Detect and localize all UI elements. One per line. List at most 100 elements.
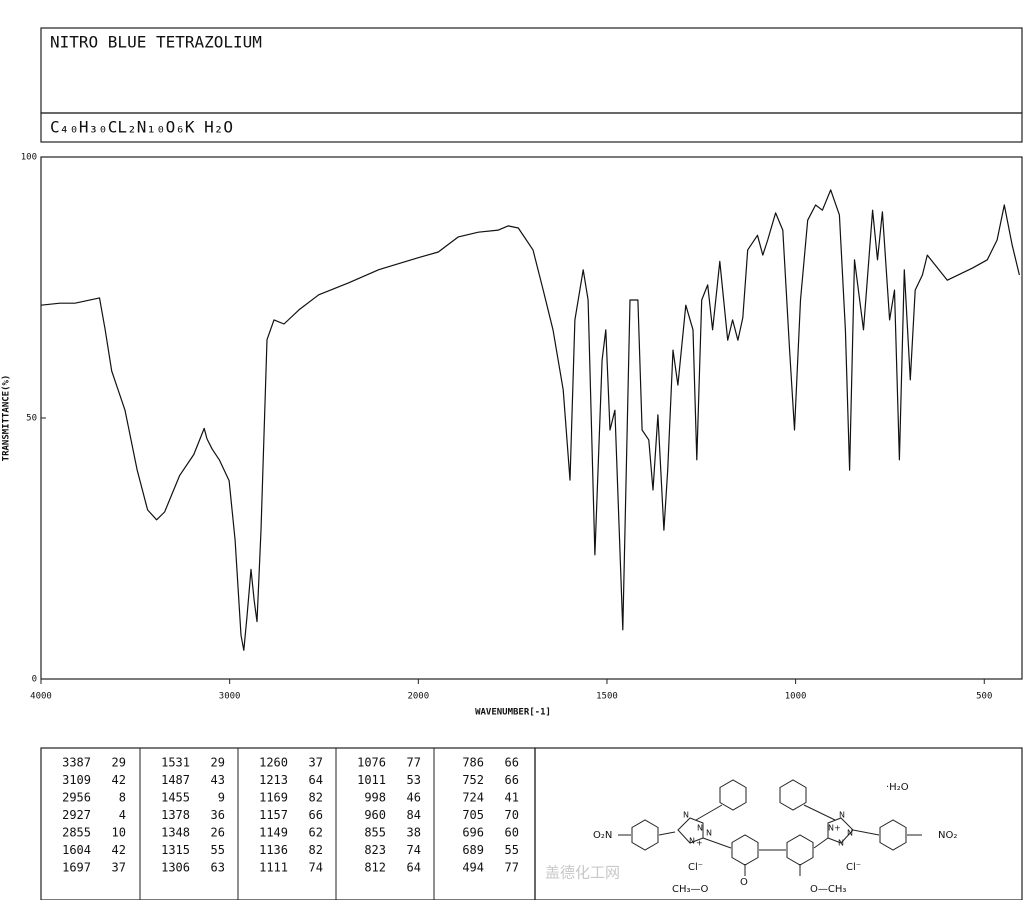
structure-label: ·H₂O (886, 782, 909, 793)
peak-transmittance: 43 (211, 773, 225, 787)
structure-label: + (696, 839, 703, 848)
peak-wavenumber: 1157 (259, 808, 288, 822)
peak-wavenumber: 823 (364, 843, 386, 857)
y-tick-label: 100 (21, 153, 37, 163)
peak-wavenumber: 2956 (62, 791, 91, 805)
peak-wavenumber: 689 (462, 843, 484, 857)
structure-label: N (689, 837, 695, 846)
benzene-ring (779, 779, 807, 811)
structure-label: N (838, 839, 844, 848)
peak-wavenumber: 1487 (161, 773, 190, 787)
y-tick-label: 50 (26, 414, 37, 424)
peak-wavenumber: 494 (462, 861, 484, 875)
structure-label: + (834, 824, 841, 833)
spectrum-line (40, 189, 1020, 651)
peak-transmittance: 41 (505, 791, 519, 805)
x-tick-label: 4000 (30, 692, 52, 702)
peak-table (40, 747, 536, 901)
benzene-ring (719, 779, 747, 811)
x-tick-label: 3000 (219, 692, 241, 702)
benzene-ring (786, 834, 814, 866)
peak-wavenumber: 1306 (161, 861, 190, 875)
peak-transmittance: 55 (211, 843, 225, 857)
structure-label: Cl⁻ (846, 862, 861, 873)
x-tick-label: 2000 (407, 692, 429, 702)
peak-transmittance: 37 (112, 861, 126, 875)
peak-wavenumber: 1315 (161, 843, 190, 857)
peak-transmittance: 38 (407, 826, 421, 840)
peak-transmittance: 66 (309, 808, 323, 822)
peak-wavenumber: 3109 (62, 773, 91, 787)
peak-transmittance: 77 (407, 756, 421, 770)
structure-label: O (740, 877, 748, 888)
peak-transmittance: 42 (112, 843, 126, 857)
peak-transmittance: 8 (119, 791, 126, 805)
peak-transmittance: 70 (505, 808, 519, 822)
peak-wavenumber: 2855 (62, 826, 91, 840)
peak-transmittance: 60 (505, 826, 519, 840)
peak-transmittance: 64 (309, 773, 323, 787)
benzene-ring (631, 819, 659, 851)
y-axis-label: TRANSMITTANCE(%) (2, 375, 12, 462)
peak-transmittance: 26 (211, 826, 225, 840)
structure-label: N (847, 829, 853, 838)
peak-transmittance: 74 (407, 843, 421, 857)
peak-wavenumber: 3387 (62, 756, 91, 770)
structure-label: N (697, 824, 703, 833)
peak-wavenumber: 1011 (357, 773, 386, 787)
peak-wavenumber: 1455 (161, 791, 190, 805)
peak-wavenumber: 752 (462, 773, 484, 787)
peak-transmittance: 84 (407, 808, 421, 822)
x-tick-label: 1500 (596, 692, 618, 702)
peak-transmittance: 10 (112, 826, 126, 840)
peak-transmittance: 64 (407, 861, 421, 875)
x-tick-label: 1000 (785, 692, 807, 702)
structure-label: O—CH₃ (810, 884, 846, 895)
compound-title: NITRO BLUE TETRAZOLIUM (50, 33, 262, 52)
peak-wavenumber: 1169 (259, 791, 288, 805)
peak-transmittance: 66 (505, 756, 519, 770)
structure-label: N (828, 824, 834, 833)
peak-transmittance: 9 (218, 791, 225, 805)
peak-wavenumber: 855 (364, 826, 386, 840)
peak-wavenumber: 998 (364, 791, 386, 805)
peak-transmittance: 82 (309, 791, 323, 805)
peak-transmittance: 4 (119, 808, 126, 822)
compound-formula: C₄₀H₃₀CL₂N₁₀O₆K H₂O (50, 118, 233, 137)
benzene-ring (879, 819, 907, 851)
structure-label: N (839, 811, 845, 820)
peak-transmittance: 46 (407, 791, 421, 805)
peak-wavenumber: 786 (462, 756, 484, 770)
peak-wavenumber: 1531 (161, 756, 190, 770)
peak-wavenumber: 812 (364, 861, 386, 875)
peak-wavenumber: 724 (462, 791, 484, 805)
peak-wavenumber: 1136 (259, 843, 288, 857)
peak-transmittance: 29 (211, 756, 225, 770)
peak-transmittance: 77 (505, 861, 519, 875)
peak-wavenumber: 1348 (161, 826, 190, 840)
peak-wavenumber: 1213 (259, 773, 288, 787)
peak-wavenumber: 705 (462, 808, 484, 822)
peak-wavenumber: 1111 (259, 861, 288, 875)
peak-wavenumber: 1378 (161, 808, 190, 822)
peak-transmittance: 63 (211, 861, 225, 875)
structure-label: NO₂ (938, 830, 957, 841)
peak-transmittance: 37 (309, 756, 323, 770)
structure-label: O₂N (593, 830, 612, 841)
formula-box (40, 112, 1023, 143)
peak-wavenumber: 1604 (62, 843, 91, 857)
peak-transmittance: 74 (309, 861, 323, 875)
structure-label: N (683, 811, 689, 820)
peak-transmittance: 42 (112, 773, 126, 787)
benzene-ring (731, 834, 759, 866)
peak-transmittance: 82 (309, 843, 323, 857)
peak-wavenumber: 1149 (259, 826, 288, 840)
peak-wavenumber: 960 (364, 808, 386, 822)
watermark: 盖德化工网 (545, 864, 620, 882)
structure-label: CH₃—O (672, 884, 709, 895)
peak-transmittance: 55 (505, 843, 519, 857)
peak-transmittance: 29 (112, 756, 126, 770)
structure-label: Cl⁻ (688, 862, 703, 873)
